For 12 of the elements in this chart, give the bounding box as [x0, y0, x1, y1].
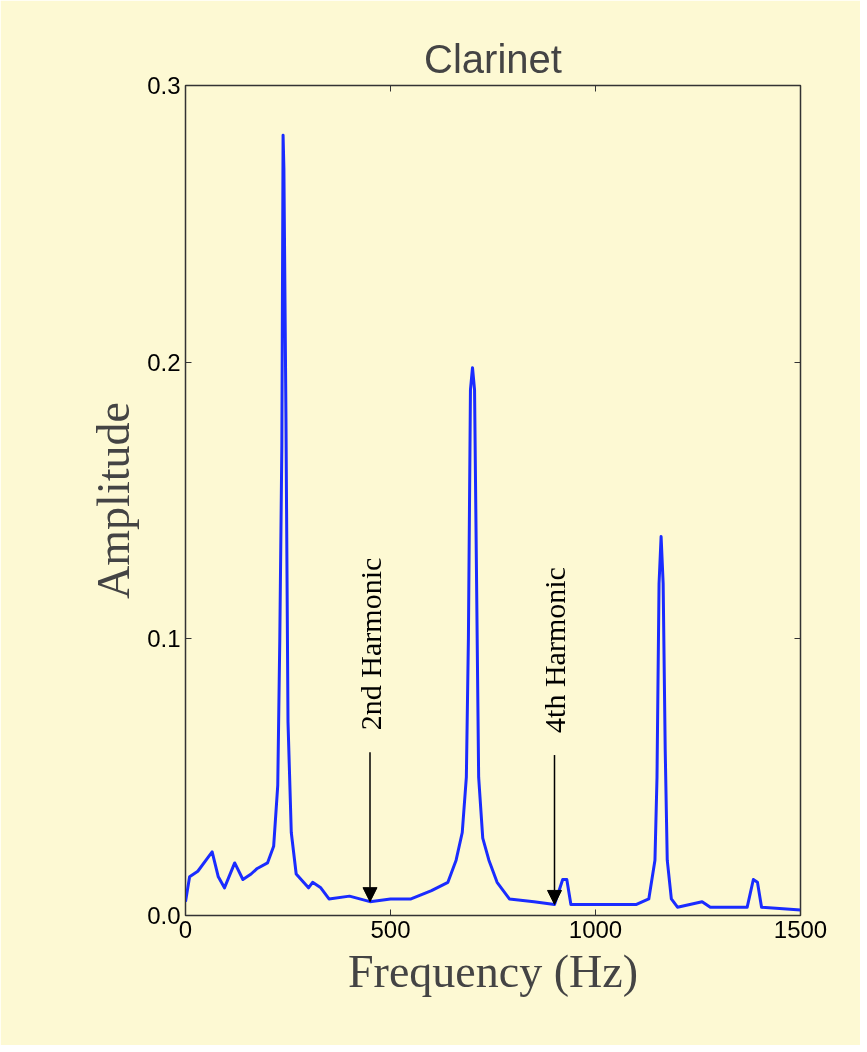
y-tick-label: 0.2 — [147, 348, 181, 376]
y-tick-label: 0.3 — [147, 72, 181, 99]
x-tick-label: 1500 — [773, 915, 828, 943]
y-axis-title: Amplitude — [88, 402, 140, 599]
x-tick-label: 1000 — [568, 915, 623, 943]
annotation: 4th Harmonic — [538, 567, 571, 733]
line-series — [185, 133, 801, 912]
annotation: 2nd Harmonic — [353, 557, 387, 731]
x-axis-title: Frequency (Hz) — [348, 945, 638, 997]
chart-title: Clarinet — [424, 36, 562, 81]
y-tick-label: 0.1 — [147, 625, 181, 653]
x-tick-label: 500 — [370, 915, 411, 943]
